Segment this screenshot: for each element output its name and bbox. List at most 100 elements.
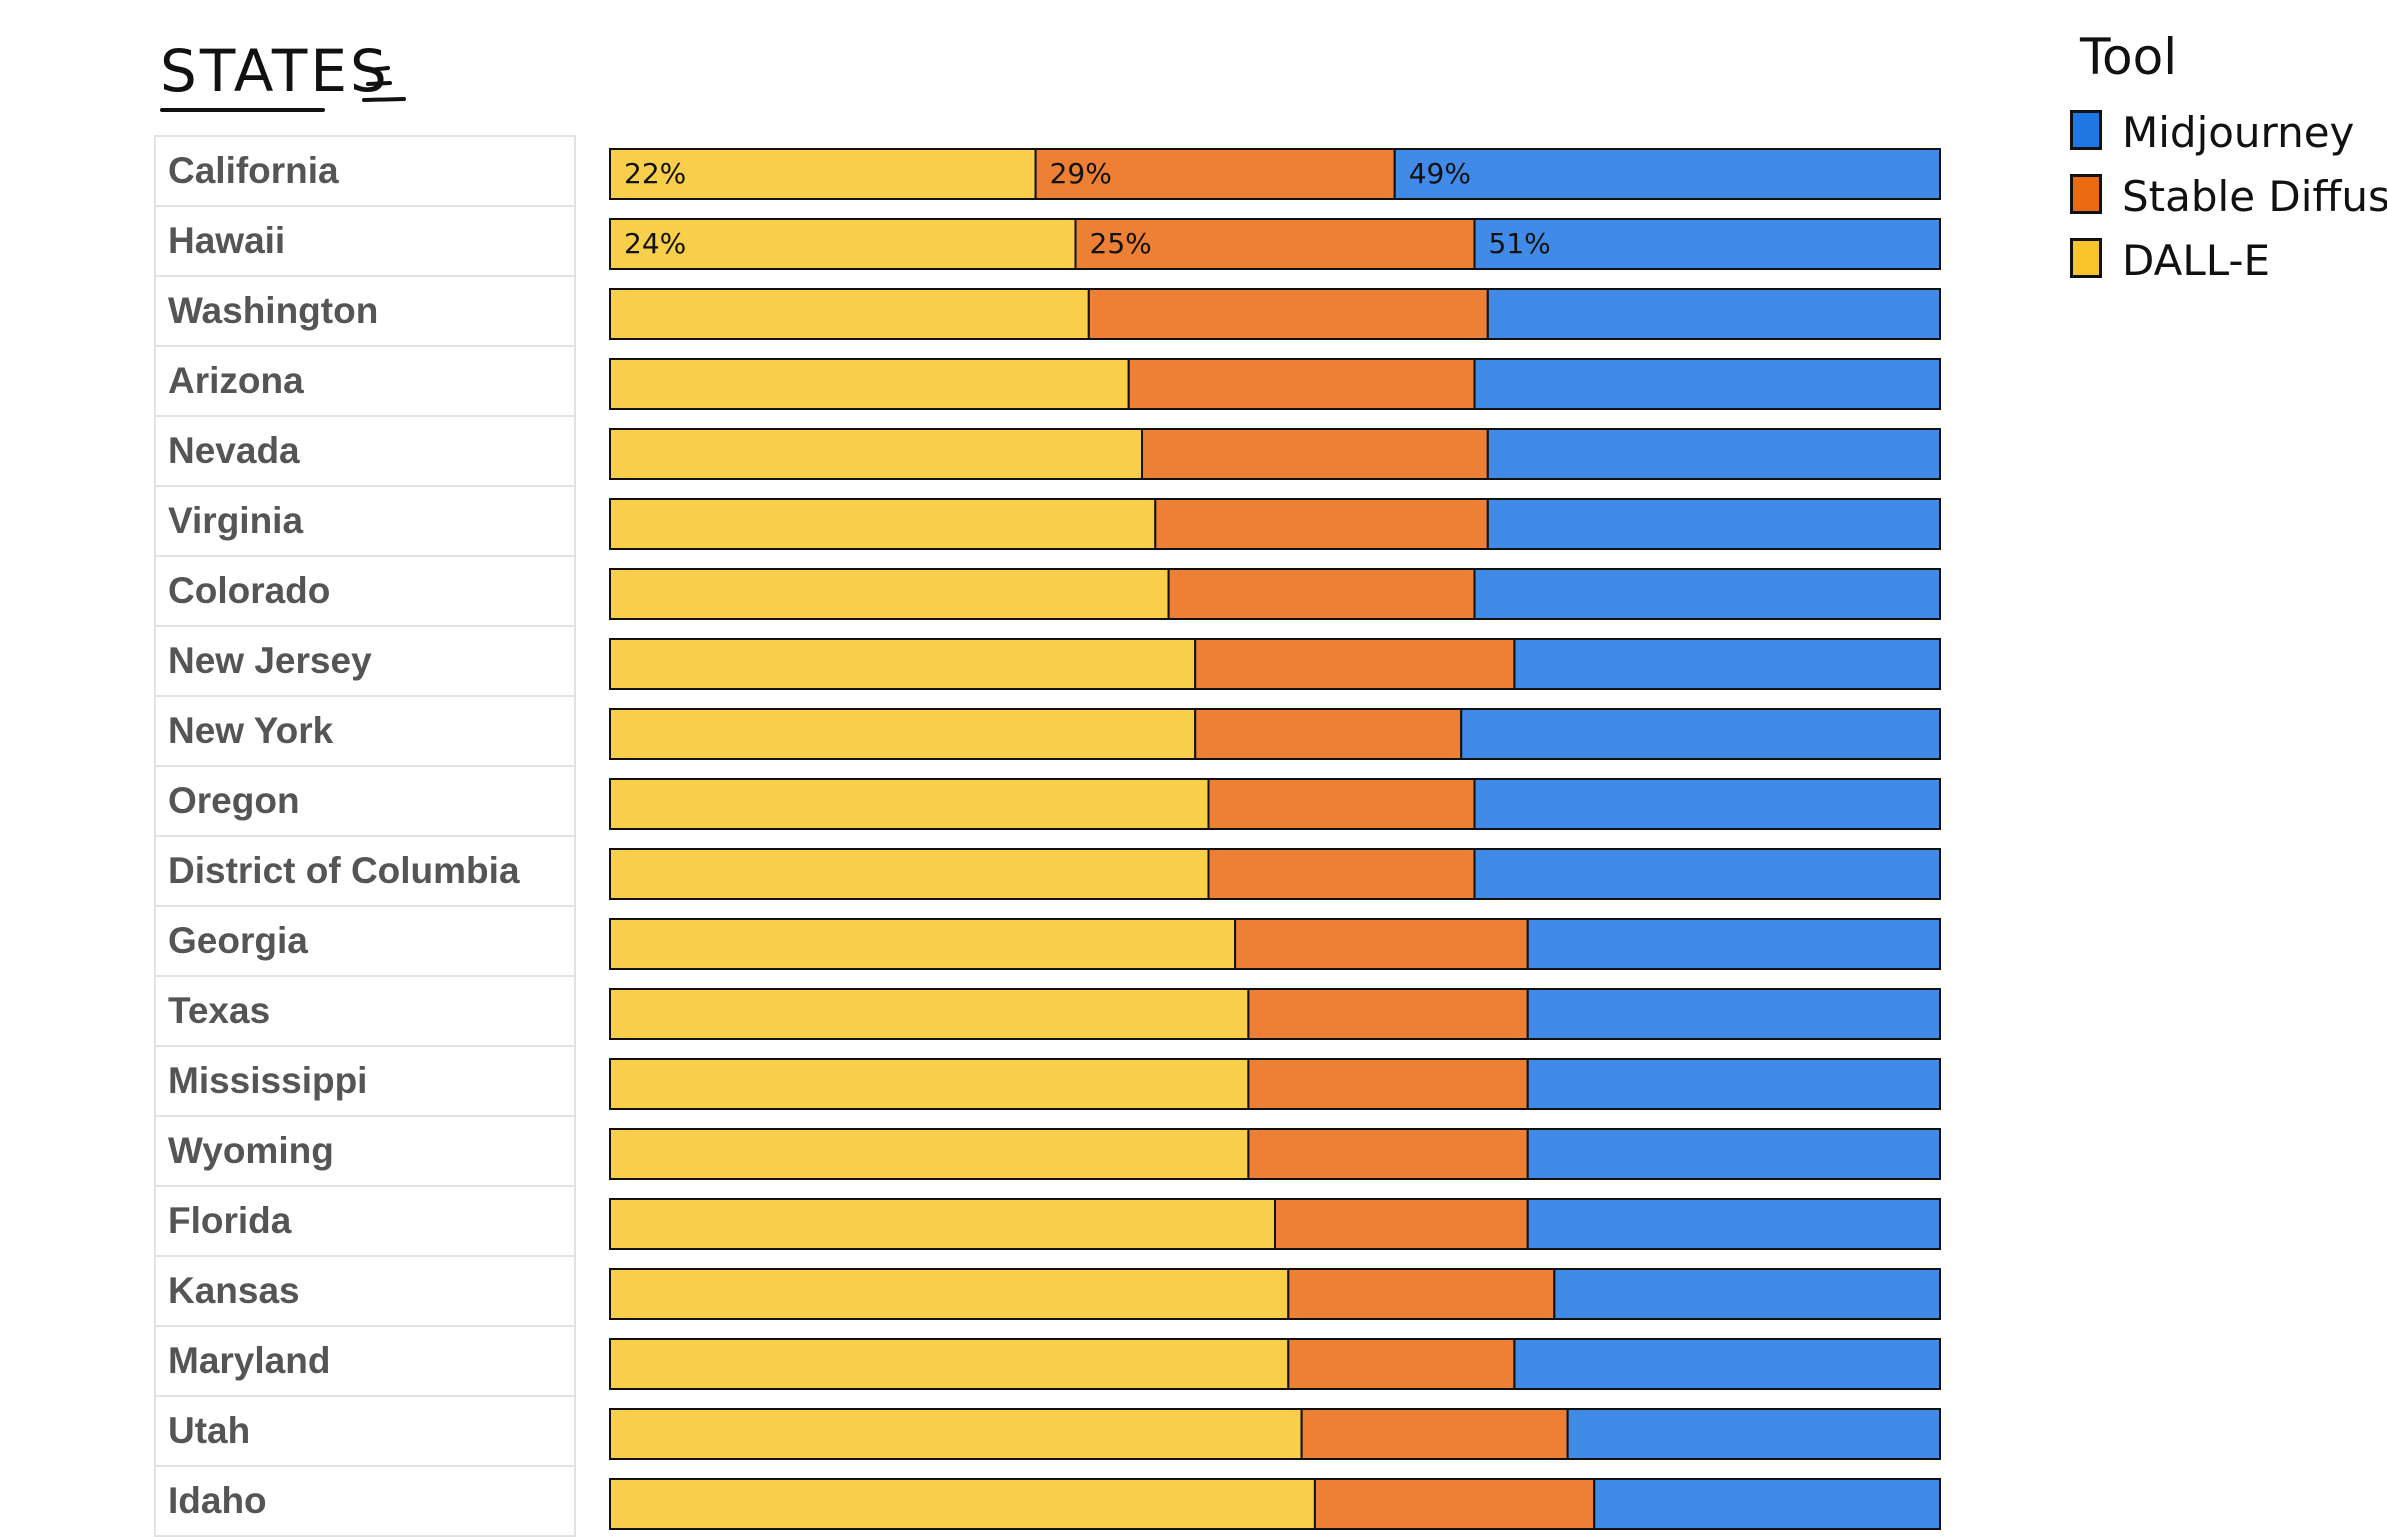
state-row[interactable]: Washington — [156, 275, 574, 345]
bar-segment[interactable] — [1553, 1268, 1942, 1320]
data-label: 25% — [1090, 227, 1152, 260]
legend-title: Tool — [2080, 28, 2178, 86]
bar-segment[interactable] — [609, 1338, 1290, 1390]
data-label: 51% — [1489, 227, 1551, 260]
state-row[interactable]: Maryland — [156, 1325, 574, 1395]
bar-segment[interactable] — [1486, 428, 1942, 480]
bar-segment[interactable] — [609, 428, 1143, 480]
bar-segment[interactable] — [1274, 1198, 1529, 1250]
data-label: 49% — [1409, 157, 1471, 190]
bar-segment[interactable] — [1247, 988, 1529, 1040]
legend-swatch — [2070, 110, 2102, 150]
state-row[interactable]: New York — [156, 695, 574, 765]
bar-segment[interactable] — [609, 1408, 1303, 1460]
bar-segment[interactable] — [1167, 568, 1476, 620]
state-list: California Hawaii Washington Arizona Nevada V… — [154, 135, 576, 1537]
bar-segment[interactable] — [609, 1478, 1316, 1530]
bar-segment[interactable] — [609, 1198, 1276, 1250]
legend-swatch — [2070, 238, 2102, 278]
bar-segment[interactable] — [1194, 638, 1516, 690]
bar-segment[interactable] — [609, 568, 1170, 620]
bar-segment[interactable] — [609, 1128, 1250, 1180]
bar-segment[interactable] — [1473, 848, 1941, 900]
bar-segment[interactable] — [1300, 1408, 1569, 1460]
bar-segment[interactable] — [1513, 1338, 1942, 1390]
state-row[interactable]: Wyoming — [156, 1115, 574, 1185]
bar-segment[interactable] — [1087, 288, 1489, 340]
bar-segment[interactable] — [609, 218, 1077, 270]
data-label: 22% — [624, 157, 686, 190]
state-row[interactable]: Colorado — [156, 555, 574, 625]
filter-icon[interactable] — [358, 58, 408, 114]
state-row[interactable]: Georgia — [156, 905, 574, 975]
state-row[interactable]: Virginia — [156, 485, 574, 555]
bar-segment[interactable] — [1127, 358, 1476, 410]
bar-segment[interactable] — [1287, 1338, 1516, 1390]
legend-item-midjourney[interactable]: Midjourney — [2070, 106, 2387, 157]
state-row[interactable]: Utah — [156, 1395, 574, 1465]
bar-segment[interactable] — [1526, 988, 1941, 1040]
bar-segment[interactable] — [609, 778, 1210, 830]
bar-segment[interactable] — [1154, 498, 1489, 550]
bar-segment[interactable] — [1526, 1058, 1941, 1110]
state-row[interactable]: District of Columbia — [156, 835, 574, 905]
legend-label: Midjourney — [2122, 108, 2355, 157]
bar-segment[interactable] — [609, 358, 1130, 410]
legend-label: DALL-E — [2122, 236, 2271, 285]
legend-item-dall-e[interactable]: DALL-E — [2070, 234, 2387, 285]
state-row[interactable]: Nevada — [156, 415, 574, 485]
legend-item-stable-diffusion[interactable]: Stable Diffusion — [2070, 170, 2387, 221]
data-label: 29% — [1050, 157, 1112, 190]
state-row[interactable]: Arizona — [156, 345, 574, 415]
bar-segment[interactable] — [609, 1268, 1290, 1320]
state-row[interactable]: California — [156, 135, 574, 205]
bar-segment[interactable] — [1486, 288, 1942, 340]
bar-segment[interactable] — [609, 848, 1210, 900]
bar-segment[interactable] — [1473, 778, 1941, 830]
bar-segment[interactable] — [1593, 1478, 1941, 1530]
bar-segment[interactable] — [609, 1058, 1250, 1110]
bar-segment[interactable] — [1473, 218, 1941, 270]
bar-segment[interactable] — [609, 148, 1037, 200]
bar-segment[interactable] — [1393, 148, 1941, 200]
bar-segment[interactable] — [1247, 1058, 1529, 1110]
state-row[interactable]: Hawaii — [156, 205, 574, 275]
data-label: 24% — [624, 227, 686, 260]
bar-segment[interactable] — [1526, 1198, 1941, 1250]
bar-segment[interactable] — [1473, 358, 1941, 410]
bar-segment[interactable] — [1287, 1268, 1556, 1320]
state-row[interactable]: Kansas — [156, 1255, 574, 1325]
bar-segment[interactable] — [1513, 638, 1942, 690]
bar-segment[interactable] — [1247, 1128, 1529, 1180]
bar-segment[interactable] — [609, 708, 1197, 760]
bar-segment[interactable] — [1034, 148, 1396, 200]
state-row[interactable]: Mississippi — [156, 1045, 574, 1115]
states-title: STATES — [160, 37, 390, 105]
bar-segment[interactable] — [1526, 1128, 1941, 1180]
bar-segment[interactable] — [1486, 498, 1942, 550]
bar-segment[interactable] — [1313, 1478, 1596, 1530]
state-row[interactable]: Idaho — [156, 1465, 574, 1537]
bar-segment[interactable] — [609, 988, 1250, 1040]
bar-segment[interactable] — [1526, 918, 1941, 970]
bar-segment[interactable] — [1234, 918, 1529, 970]
bar-segment[interactable] — [1473, 568, 1941, 620]
bar-segment[interactable] — [1566, 1408, 1941, 1460]
bar-segment[interactable] — [1194, 708, 1463, 760]
title-underline — [160, 108, 325, 112]
state-row[interactable]: Texas — [156, 975, 574, 1045]
bar-segment[interactable] — [609, 288, 1090, 340]
state-row[interactable]: Oregon — [156, 765, 574, 835]
bar-segment[interactable] — [1141, 428, 1489, 480]
legend: Tool Midjourney Stable Diffusion DALL-E — [2060, 28, 2387, 298]
bar-segment[interactable] — [609, 638, 1197, 690]
bar-segment[interactable] — [609, 918, 1237, 970]
state-row[interactable]: New Jersey — [156, 625, 574, 695]
bar-segment[interactable] — [609, 498, 1157, 550]
bar-segment[interactable] — [1207, 778, 1476, 830]
bar-segment[interactable] — [1074, 218, 1476, 270]
state-row[interactable]: Florida — [156, 1185, 574, 1255]
bar-segment[interactable] — [1207, 848, 1476, 900]
bar-segment[interactable] — [1460, 708, 1941, 760]
